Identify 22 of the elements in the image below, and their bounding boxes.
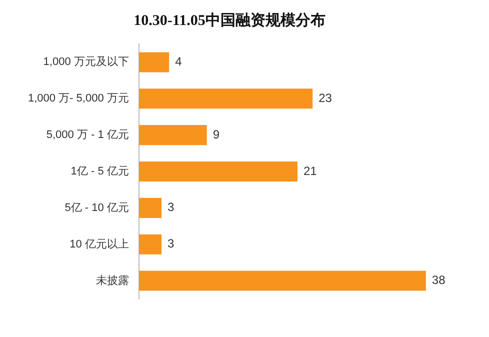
data-label: 21 bbox=[303, 164, 318, 178]
data-label: 4 bbox=[175, 54, 182, 69]
bar bbox=[138, 125, 207, 146]
y-tick-label: 10 亿元以上 bbox=[70, 237, 129, 250]
bar bbox=[138, 52, 170, 72]
data-label: 3 bbox=[168, 200, 175, 214]
bar bbox=[138, 234, 162, 254]
bar bbox=[138, 270, 426, 291]
y-tick-label: 1亿 - 5 亿元 bbox=[70, 166, 129, 178]
y-tick-label: 未披露 bbox=[96, 274, 129, 287]
data-label: 23 bbox=[318, 90, 332, 105]
y-tick-label: 5,000 万 - 1 亿元 bbox=[46, 129, 129, 142]
y-tick-label: 5亿 - 10 亿元 bbox=[64, 202, 129, 214]
data-label: 38 bbox=[432, 273, 446, 288]
data-label: 3 bbox=[168, 236, 175, 251]
bar bbox=[138, 161, 298, 182]
chart-title: 10.30-11.05中国融资规模分布 bbox=[134, 12, 326, 29]
y-tick-label: 1,000 万元及以下 bbox=[43, 55, 129, 68]
y-tick-label: 1,000 万- 5,000 万元 bbox=[28, 92, 129, 105]
data-label: 9 bbox=[212, 127, 220, 142]
bar bbox=[138, 88, 313, 109]
bar bbox=[138, 198, 162, 218]
